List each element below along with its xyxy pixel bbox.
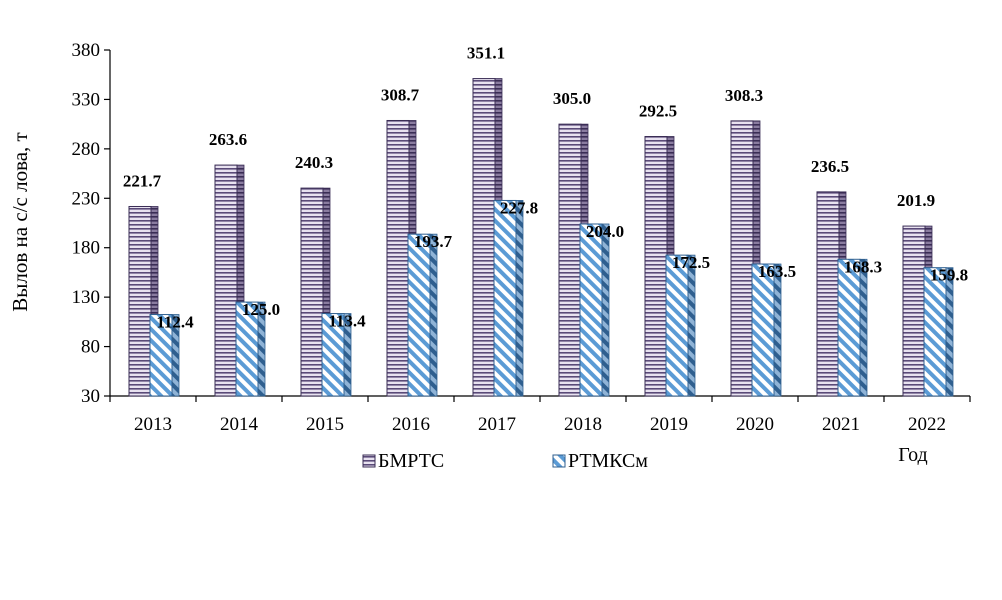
x-tick-label: 2015 (306, 414, 344, 435)
bar (321, 313, 345, 397)
y-tick-label: 330 (72, 89, 101, 110)
bar (558, 123, 582, 397)
data-label: 227.8 (500, 198, 538, 217)
bars (128, 78, 954, 397)
y-tick-label: 130 (72, 287, 101, 308)
bar-side (515, 200, 524, 397)
bar (493, 199, 517, 397)
bar (235, 301, 259, 397)
data-label: 113.4 (328, 312, 366, 331)
data-label: 263.6 (209, 130, 247, 149)
bar (644, 136, 668, 397)
bar (472, 78, 496, 397)
data-label: 112.4 (156, 313, 194, 332)
data-label: 201.9 (897, 191, 935, 210)
x-tick-label: 2018 (564, 414, 602, 435)
data-label: 351.1 (467, 44, 505, 63)
legend-label-series-2: РТМКСм (568, 450, 648, 472)
bar (300, 187, 324, 397)
bar (730, 120, 754, 397)
y-tick-label: 180 (72, 238, 101, 259)
bar (128, 205, 152, 397)
data-label: 308.3 (725, 86, 763, 105)
bar (816, 191, 840, 397)
y-tick-label: 80 (81, 337, 100, 358)
bar (149, 314, 173, 397)
bar-side (859, 258, 868, 397)
x-tick-label: 2016 (392, 414, 430, 435)
x-tick-label: 2020 (736, 414, 774, 435)
bar (407, 233, 431, 397)
x-axis-label: Год (898, 444, 927, 466)
data-label: 221.7 (123, 171, 162, 190)
x-ticks: 2013 2014 2015 2016 2017 2018 2019 2020 2021 2022 (109, 396, 971, 435)
data-label: 125.0 (242, 300, 280, 319)
x-tick-label: 2019 (650, 414, 688, 435)
data-labels: 221.7 263.6 240.3 308.7 351.1 305.0 292.5 308.3… (123, 44, 968, 332)
bar-side (773, 263, 782, 397)
x-tick-label: 2014 (220, 414, 259, 435)
legend-item-series-1: БМРТС (362, 450, 444, 472)
x-tick-label: 2021 (822, 414, 860, 435)
bar (923, 267, 947, 397)
bar (214, 164, 238, 397)
bar-side (687, 254, 696, 397)
legend-label-series-1: БМРТС (378, 450, 444, 472)
data-label: 168.3 (844, 257, 882, 276)
bar (386, 119, 410, 397)
data-label: 193.7 (414, 232, 453, 251)
legend-swatch-series-2 (552, 454, 566, 468)
bar (837, 258, 861, 397)
x-tick-label: 2013 (134, 414, 172, 435)
y-axis-label: Вылов на с/с лова, т (8, 132, 32, 311)
bar-side (429, 233, 438, 397)
bar (579, 223, 603, 397)
legend-item-series-2: РТМКСм (552, 450, 648, 472)
bar (902, 225, 926, 397)
data-label: 305.0 (553, 89, 591, 108)
data-label: 163.5 (758, 262, 796, 281)
data-label: 204.0 (586, 222, 624, 241)
data-label: 308.7 (381, 85, 420, 104)
bar-side (945, 267, 954, 397)
y-tick-label: 280 (72, 139, 101, 160)
bar (751, 263, 775, 397)
y-ticks: 30 80 130 180 230 280 330 380 (72, 40, 110, 407)
y-tick-label: 230 (72, 188, 101, 209)
legend-swatch-series-1 (362, 454, 376, 468)
data-label: 159.8 (930, 266, 968, 285)
x-tick-label: 2022 (908, 414, 946, 435)
data-label: 236.5 (811, 157, 849, 176)
x-tick-label: 2017 (478, 414, 516, 435)
bar-side (601, 223, 610, 397)
data-label: 292.5 (639, 102, 677, 121)
legend: БМРТС РТМКСм (362, 450, 648, 472)
data-label: 172.5 (672, 253, 710, 272)
data-label: 240.3 (295, 153, 333, 172)
y-tick-label: 380 (72, 40, 101, 61)
y-tick-label: 30 (81, 386, 100, 407)
bar (665, 254, 689, 397)
